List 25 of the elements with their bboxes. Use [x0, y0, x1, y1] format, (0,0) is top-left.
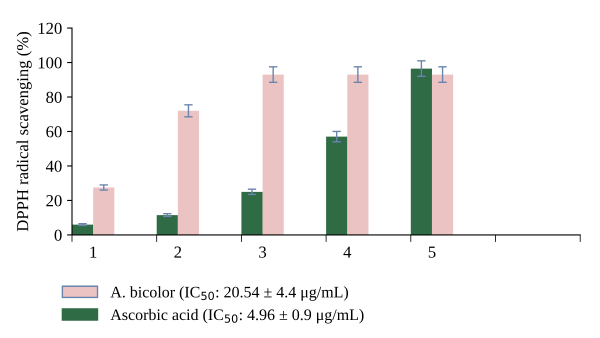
bar — [432, 74, 454, 235]
x-tick-label: 2 — [174, 246, 182, 258]
y-tick-label: 20 — [46, 195, 62, 206]
y-tick-label: 60 — [46, 126, 62, 138]
y-tick-label: 40 — [46, 160, 62, 172]
x-tick-label: 4 — [343, 246, 352, 258]
bar — [178, 110, 200, 235]
x-tick-label: 1 — [90, 246, 96, 258]
legend-label: A. bicolor (IC$_{50}$: 20.54 ± 4.4 μg/mL) — [110, 286, 348, 301]
bar — [156, 215, 178, 235]
x-tick-label: 5 — [428, 246, 436, 258]
bar — [72, 224, 94, 235]
bar — [410, 68, 432, 235]
bar — [326, 136, 348, 235]
y-tick-label: 120 — [38, 22, 62, 34]
bar — [262, 74, 284, 235]
bar — [93, 188, 114, 235]
legend-label: Ascorbic acid (IC$_{50}$: 4.96 ± 0.9 μg/mL) — [110, 308, 364, 324]
y-axis-title: DPPH radical scavenging (%) — [16, 32, 32, 232]
y-tick-label: 100 — [38, 57, 62, 68]
bar — [241, 192, 263, 235]
bar — [347, 74, 368, 235]
y-tick-label: 80 — [46, 92, 62, 103]
y-tick-label: 0 — [54, 230, 62, 241]
x-tick-label: 3 — [259, 246, 266, 258]
